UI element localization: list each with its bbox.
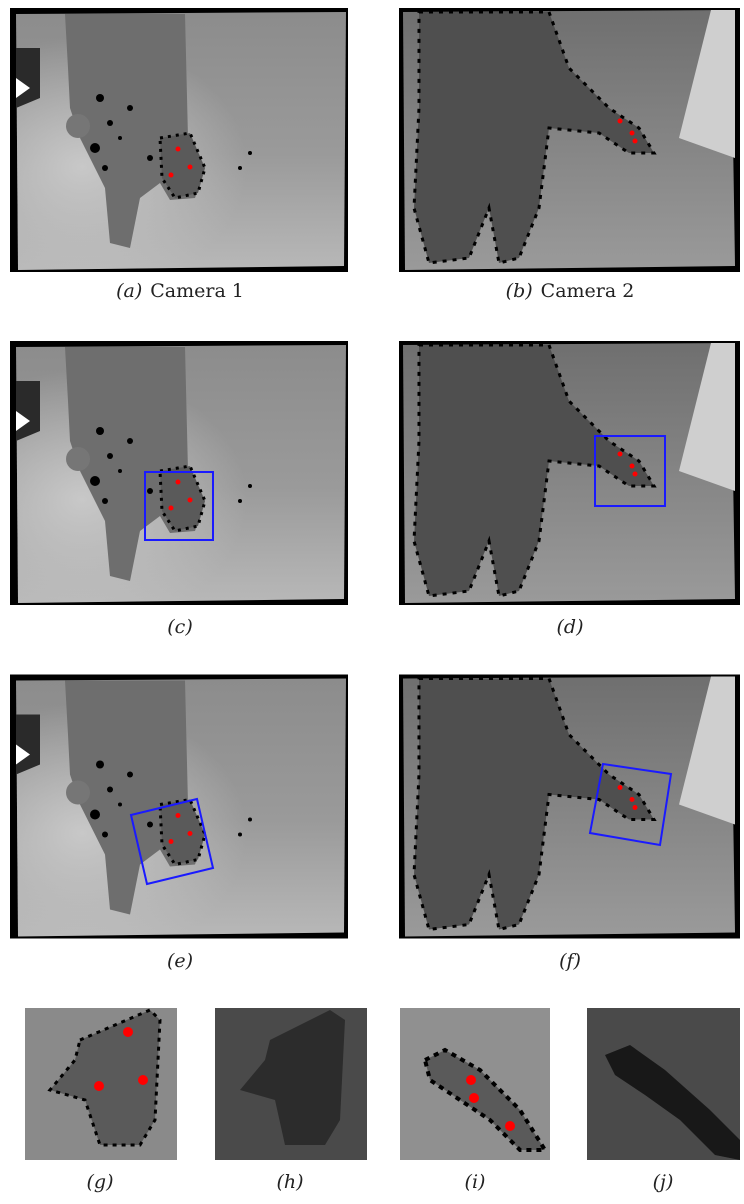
depth-image [10, 675, 348, 939]
depth-image [10, 8, 348, 272]
caption: (g) [87, 1171, 114, 1193]
caption-label: (f) [559, 950, 581, 972]
caption: (i) [465, 1171, 486, 1193]
caption-label: (g) [87, 1171, 114, 1193]
caption-label: (e) [167, 950, 193, 972]
crop-h [215, 1008, 367, 1160]
crop-g [25, 1008, 177, 1160]
caption: (a) Camera 1 [116, 280, 244, 302]
caption-label: (h) [276, 1171, 303, 1193]
depth-image [399, 675, 740, 939]
caption-text: Camera 1 [150, 280, 244, 302]
caption: (h) [276, 1171, 303, 1193]
depth-image [399, 341, 740, 605]
crop-j [587, 1008, 740, 1160]
caption-label: (j) [653, 1171, 674, 1193]
caption: (c) [167, 616, 192, 638]
caption-label: (a) [116, 280, 142, 302]
caption-label: (i) [465, 1171, 486, 1193]
caption: (b) Camera 2 [506, 280, 635, 302]
page: (a) Camera 1 (b) Camera 2 (c) (d) (e) (f) (g) (h)… [0, 0, 744, 1204]
caption: (j) [653, 1171, 674, 1193]
caption: (d) [557, 616, 584, 638]
figure: (a) Camera 1 (b) Camera 2 (c) (d) (e) (f) (g) (h)… [0, 0, 744, 1204]
caption-text: Camera 2 [541, 280, 635, 302]
caption-label: (c) [167, 616, 192, 638]
depth-image [399, 8, 740, 272]
caption: (e) [167, 950, 193, 972]
crop-i [400, 1008, 550, 1160]
caption-label: (b) [506, 280, 533, 302]
caption: (f) [559, 950, 581, 972]
caption-label: (d) [557, 616, 584, 638]
